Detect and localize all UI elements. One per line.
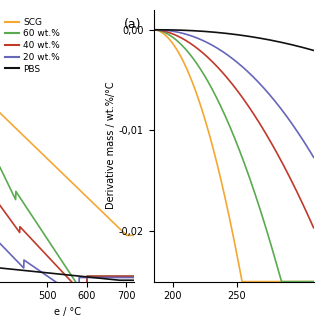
Y-axis label: Derivative mass / wt.%/°C: Derivative mass / wt.%/°C <box>106 82 116 209</box>
Text: (a): (a) <box>124 18 141 31</box>
X-axis label: e / °C: e / °C <box>54 307 81 317</box>
Legend: SCG, 60 wt.%, 40 wt.%, 20 wt.%, PBS: SCG, 60 wt.%, 40 wt.%, 20 wt.%, PBS <box>2 14 64 77</box>
